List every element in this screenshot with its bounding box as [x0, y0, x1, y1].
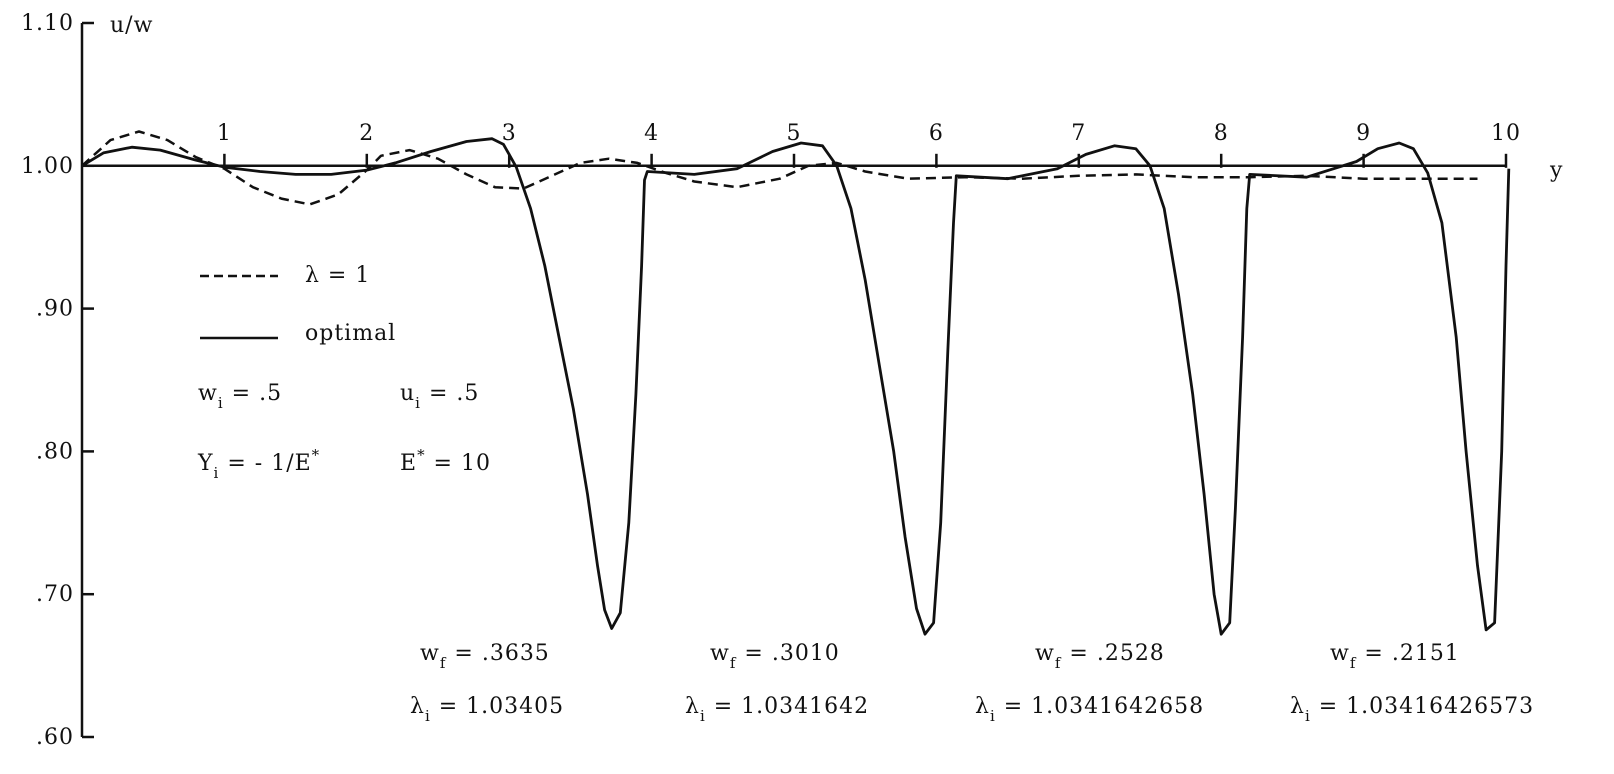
- x-axis-label: y: [1549, 158, 1563, 183]
- y-tick-label: .70: [36, 582, 74, 607]
- x-tick-label: 7: [1071, 121, 1086, 146]
- annotation-lambda-value: = 1.0341642: [706, 694, 869, 719]
- param-estar-value: = 10: [426, 451, 491, 476]
- labels-group: u/w y 1.10 1.00 .90 .80 .70 .60 1 2 3 4 5 6 7 8 9 10: [21, 11, 1563, 750]
- annotation-wf: wf = .3010: [710, 641, 840, 672]
- annotation-wf: wf = .2151: [1330, 641, 1460, 672]
- x-tick-label: 2: [359, 121, 374, 146]
- annotation-wf: wf = .3635: [420, 641, 550, 672]
- x-tick-label: 4: [644, 121, 659, 146]
- y-tick-label: .60: [36, 725, 74, 750]
- curves-group: [81, 130, 1511, 636]
- annotation-wf-sub: f: [1350, 654, 1357, 672]
- annotation-lambda: λi = 1.0341642658: [975, 694, 1204, 725]
- annotations-group: wf = .3635 λi = 1.03405 wf = .3010 λi = …: [410, 641, 1534, 725]
- annotation-wf-value: = .2151: [1356, 641, 1459, 666]
- annotation-wf-symbol: w: [420, 641, 440, 666]
- x-tick-label: 5: [787, 121, 802, 146]
- annotation-lambda-sub: i: [1305, 707, 1311, 725]
- param-gamma-symbol: Y: [197, 451, 214, 476]
- param-ui: ui = .5: [400, 381, 479, 412]
- y-axis-label: u/w: [110, 13, 153, 38]
- annotation-wf-value: = .2528: [1061, 641, 1164, 666]
- param-estar-star: *: [417, 446, 426, 464]
- annotation-wf: wf = .2528: [1035, 641, 1165, 672]
- x-tick-label: 6: [929, 121, 944, 146]
- annotation-lambda-value: = 1.03405: [431, 694, 564, 719]
- annotation-lambda-sub: i: [425, 707, 431, 725]
- annotation-lambda-symbol: λ: [685, 694, 700, 719]
- param-gamma-sub: i: [214, 464, 220, 482]
- annotation-wf-symbol: w: [1330, 641, 1350, 666]
- legend: λ = 1 optimal: [200, 263, 396, 346]
- param-estar-symbol: E: [400, 451, 417, 476]
- param-wi-sub: i: [218, 394, 224, 412]
- annotation-lambda: λi = 1.03405: [410, 694, 564, 725]
- x-tick-label: 10: [1491, 121, 1521, 146]
- x-tick-label: 3: [502, 121, 517, 146]
- parameter-text: wi = .5 ui = .5 Yi = - 1/E* E* = 10: [197, 381, 491, 482]
- param-gamma: Yi = - 1/E*: [197, 446, 320, 482]
- annotation-lambda-symbol: λ: [975, 694, 990, 719]
- annotation-wf-sub: f: [440, 654, 447, 672]
- annotation-lambda-symbol: λ: [1290, 694, 1305, 719]
- param-ui-symbol: u: [400, 381, 415, 406]
- annotation-wf-sub: f: [730, 654, 737, 672]
- annotation-lambda-sub: i: [700, 707, 706, 725]
- annotation-lambda-value: = 1.0341642658: [996, 694, 1204, 719]
- annotation-wf-symbol: w: [1035, 641, 1055, 666]
- param-ui-value: = .5: [421, 381, 479, 406]
- param-ui-sub: i: [415, 394, 421, 412]
- annotation-wf-value: = .3010: [736, 641, 839, 666]
- series-line-dashed: [81, 130, 1478, 206]
- param-wi-value: = .5: [224, 381, 282, 406]
- axes-group: [80, 21, 1508, 739]
- series-line-solid: [81, 137, 1511, 636]
- annotation-lambda: λi = 1.03416426573: [1290, 694, 1534, 725]
- y-tick-label: .80: [36, 439, 74, 464]
- param-wi-symbol: w: [198, 381, 218, 406]
- x-tick-label: 8: [1214, 121, 1229, 146]
- param-wi: wi = .5: [198, 381, 282, 412]
- y-tick-label: 1.10: [21, 11, 74, 36]
- annotation-wf-sub: f: [1055, 654, 1062, 672]
- annotation-lambda-symbol: λ: [410, 694, 425, 719]
- annotation-lambda-sub: i: [990, 707, 996, 725]
- annotation-wf-symbol: w: [710, 641, 730, 666]
- param-gamma-star: *: [312, 446, 321, 464]
- annotation-lambda: λi = 1.0341642: [685, 694, 869, 725]
- y-tick-label: 1.00: [21, 154, 74, 179]
- annotation-wf-value: = .3635: [446, 641, 549, 666]
- param-estar: E* = 10: [400, 446, 491, 476]
- legend-label-lambda: λ = 1: [305, 263, 370, 288]
- x-tick-label: 1: [217, 121, 232, 146]
- x-tick-label: 9: [1356, 121, 1371, 146]
- y-tick-label: .90: [36, 297, 74, 322]
- legend-label-optimal: optimal: [305, 321, 396, 346]
- param-gamma-value: = - 1/E: [219, 451, 311, 476]
- annotation-lambda-value: = 1.03416426573: [1311, 694, 1534, 719]
